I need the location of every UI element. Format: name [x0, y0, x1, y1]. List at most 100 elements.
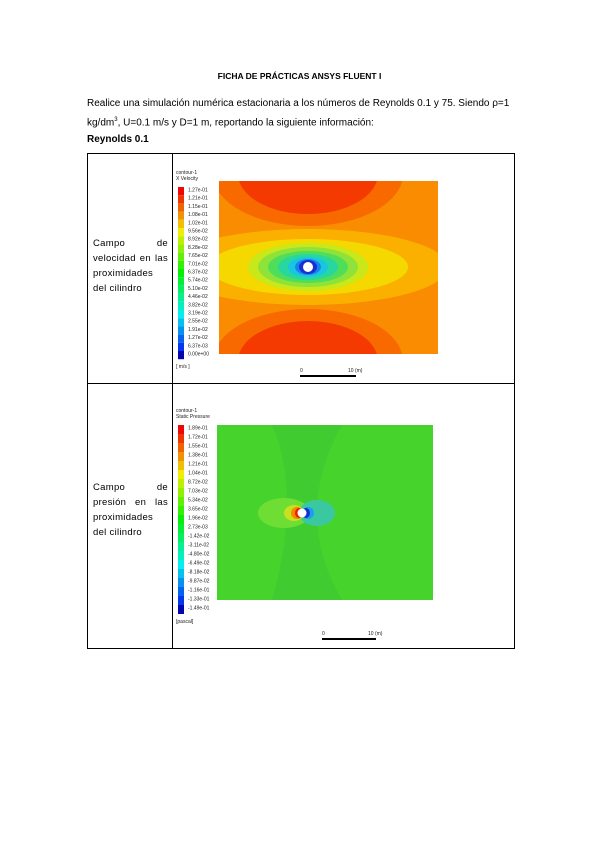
legend-label: 8.28e-02 — [188, 245, 208, 251]
legend-swatch — [178, 211, 184, 220]
legend-swatch — [178, 524, 184, 533]
legend-label: 2.55e-02 — [188, 319, 208, 325]
intro-text: Realice una simulación numérica estacion… — [87, 98, 510, 129]
units: [pascal] — [176, 619, 194, 625]
legend-label: 1.72e-01 — [188, 435, 208, 441]
legend-label: 5.10e-02 — [188, 286, 208, 292]
legend-swatch — [178, 425, 184, 434]
units: [ m/s ] — [176, 364, 190, 370]
legend-swatch — [178, 434, 184, 443]
legend-label: 1.91e-02 — [188, 327, 208, 333]
legend-label: 1.89e-01 — [188, 426, 208, 432]
legend-swatch — [178, 277, 184, 286]
cell-border — [172, 154, 173, 648]
legend-swatch — [178, 244, 184, 253]
legend-label: 1.27e-02 — [188, 335, 208, 341]
legend-label: 0.00e+00 — [188, 352, 209, 358]
legend-label: 6.37e-02 — [188, 270, 208, 276]
legend-swatch — [178, 515, 184, 524]
legend-swatch — [178, 334, 184, 343]
legend-label: 7.01e-02 — [188, 261, 208, 267]
legend-swatch — [178, 260, 184, 269]
legend-label: 1.27e-01 — [188, 188, 208, 194]
scale-end: 10 (m) — [348, 368, 363, 374]
legend-label: 7.65e-02 — [188, 253, 208, 259]
legend-swatch — [178, 285, 184, 294]
legend-swatch — [178, 228, 184, 237]
legend-label: 6.37e-03 — [188, 343, 208, 349]
title: FICHA DE PRÁCTICAS ANSYS FLUENT I — [217, 71, 382, 81]
legend-swatch — [178, 461, 184, 470]
legend-label: -3.11e-02 — [188, 543, 209, 549]
legend-swatch — [178, 236, 184, 245]
legend-label: 1.15e-01 — [188, 204, 208, 210]
legend-swatch — [178, 269, 184, 278]
legend-swatch — [178, 569, 184, 578]
legend-swatch — [178, 578, 184, 587]
scale-end: 10 (m) — [368, 631, 383, 637]
legend-swatch — [178, 506, 184, 515]
legend-swatch — [178, 342, 184, 351]
legend-swatch — [178, 542, 184, 551]
legend-label: -4.80e-02 — [188, 552, 210, 558]
legend-swatch — [178, 560, 184, 569]
legend-swatch — [178, 533, 184, 542]
legend-label: 1.08e-01 — [188, 212, 208, 218]
legend-swatch — [178, 195, 184, 204]
legend-swatch — [178, 596, 184, 605]
legend-swatch — [178, 351, 184, 360]
legend-label: -6.49e-02 — [188, 561, 210, 567]
legend-label: 8.72e-02 — [188, 480, 208, 486]
legend-label: 1.04e-01 — [188, 471, 208, 477]
legend-label: 1.02e-01 — [188, 220, 208, 226]
contour-plot — [219, 181, 438, 354]
legend-label: 1.96e-02 — [188, 516, 208, 522]
legend-swatch — [178, 452, 184, 461]
legend-swatch — [178, 551, 184, 560]
table: Campo de velocidad en las proximidades d… — [87, 153, 515, 649]
legend-label: 1.38e-01 — [188, 453, 208, 459]
legend-label: 3.19e-02 — [188, 311, 208, 317]
legend-swatch — [178, 301, 184, 310]
legend-swatch — [178, 187, 184, 196]
legend-swatch — [178, 326, 184, 335]
legend-swatch — [178, 293, 184, 302]
superscript: 3 — [114, 117, 118, 123]
figure-name: contour-1 — [176, 170, 197, 176]
legend-label: 1.21e-01 — [188, 196, 208, 202]
intro-text: , U=0.1 m/s y D=1 m, reportando la sigui… — [117, 117, 374, 129]
legend-swatch — [178, 470, 184, 479]
legend-swatch — [178, 497, 184, 506]
row-label: Campo de velocidad en las proximidades d… — [93, 238, 168, 294]
row-border — [88, 383, 514, 384]
legend-label: 7.03e-02 — [188, 489, 208, 495]
contour-plot — [217, 425, 433, 600]
legend-label: -1.33e-01 — [188, 597, 210, 603]
legend-swatch — [178, 605, 184, 614]
legend-swatch — [178, 310, 184, 319]
legend-swatch — [178, 587, 184, 596]
legend-label: -8.18e-02 — [188, 570, 210, 576]
velocity-contour: contour-1X Velocity 1.27e-01 1.21e-01 1.15e… — [176, 170, 438, 377]
legend-label: 4.46e-02 — [188, 294, 208, 300]
legend-swatch — [178, 318, 184, 327]
legend-swatch — [178, 219, 184, 228]
row-label: Campo de presión en las proximidades del… — [93, 482, 168, 538]
legend-label: 3.82e-02 — [188, 302, 208, 308]
legend-swatch — [178, 479, 184, 488]
legend-label: 1.55e-01 — [188, 444, 208, 450]
legend-swatch — [178, 488, 184, 497]
legend-swatch — [178, 203, 184, 212]
legend-label: 3.65e-02 — [188, 507, 208, 513]
legend-label: 9.56e-02 — [188, 229, 208, 235]
legend-label: 5.74e-02 — [188, 278, 208, 284]
legend-label: -1.16e-01 — [188, 588, 210, 594]
legend-label: -1.42e-02 — [188, 534, 210, 540]
legend-label: 1.21e-01 — [188, 462, 208, 468]
legend-label: 5.34e-02 — [188, 498, 208, 504]
legend-label: -1.49e-01 — [188, 606, 210, 612]
scale-start: 0 — [300, 368, 303, 374]
section-heading: Reynolds 0.1 — [87, 134, 149, 145]
